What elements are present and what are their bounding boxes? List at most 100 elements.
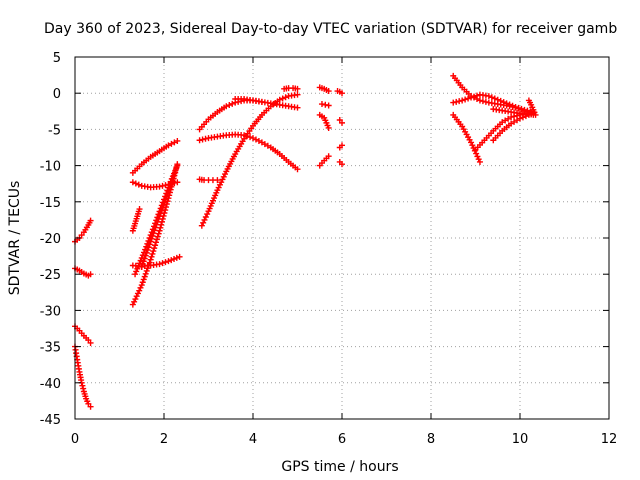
data-point-marker <box>150 248 157 255</box>
data-point-marker <box>171 172 178 179</box>
series-18 <box>318 101 332 109</box>
data-point-marker <box>322 101 329 108</box>
data-point-marker <box>143 249 150 256</box>
data-point-marker <box>174 137 181 144</box>
data-point-marker <box>450 99 457 106</box>
y-tick-label: -45 <box>40 413 61 428</box>
data-point-marker <box>129 179 136 186</box>
data-point-marker <box>156 261 163 268</box>
data-point-marker <box>494 96 501 103</box>
data-point-marker <box>87 217 94 224</box>
data-point-marker <box>140 276 147 283</box>
data-point-marker <box>147 238 154 245</box>
data-point-marker <box>282 94 289 101</box>
data-point-marker <box>339 142 345 149</box>
data-point-marker <box>152 239 159 246</box>
data-point-marker <box>488 94 495 101</box>
data-point-marker <box>140 258 147 265</box>
y-tick-label: -10 <box>40 160 61 175</box>
data-point-marker <box>512 103 519 110</box>
x-tick-label: 2 <box>160 432 168 447</box>
data-point-marker <box>474 153 481 160</box>
data-point-marker <box>171 255 178 262</box>
data-point-marker <box>503 100 510 107</box>
y-tick-label: -15 <box>40 196 61 211</box>
data-point-marker <box>294 91 301 98</box>
data-point-marker <box>164 190 171 197</box>
data-point-marker <box>276 96 283 103</box>
data-point-marker <box>158 207 165 214</box>
data-point-marker <box>131 298 138 305</box>
data-point-marker <box>135 263 142 270</box>
data-point-marker <box>141 255 148 262</box>
data-point-marker <box>176 253 183 260</box>
data-point-marker <box>146 259 153 266</box>
data-point-marker <box>339 90 345 97</box>
series-19 <box>316 111 332 131</box>
data-point-marker <box>151 227 158 234</box>
data-point-marker <box>160 202 167 209</box>
y-tick-label: -40 <box>40 377 61 392</box>
data-point-marker <box>143 267 150 274</box>
data-point-marker <box>139 279 146 286</box>
data-point-marker <box>141 273 148 280</box>
x-tick-label: 10 <box>512 432 529 447</box>
data-point-marker <box>150 230 157 237</box>
data-point-marker <box>87 403 94 410</box>
data-point-marker <box>148 253 155 260</box>
series-24 <box>336 158 345 168</box>
data-point-marker <box>468 139 475 146</box>
data-point-marker <box>139 261 146 268</box>
data-point-marker <box>196 137 203 144</box>
axis-ticks: 0 2 4 6 8 10 12 5 0 -5 -10 -15 -20 -25 -30 -35 -40 -45 <box>40 51 618 447</box>
data-point-marker <box>149 232 156 239</box>
data-point-marker <box>294 166 301 173</box>
data-point-marker <box>476 97 483 104</box>
series-22 <box>336 116 345 126</box>
data-point-marker <box>482 98 489 105</box>
data-point-marker <box>166 184 173 191</box>
data-point-marker <box>155 216 162 223</box>
data-point-marker <box>87 339 94 346</box>
series-3 <box>72 343 94 410</box>
plot-frame <box>74 56 610 420</box>
data-point-marker <box>167 181 174 188</box>
x-tick-label: 12 <box>601 432 618 447</box>
data-point-marker <box>521 106 528 113</box>
data-point-marker <box>508 114 515 121</box>
data-point-marker <box>318 101 325 108</box>
data-point-marker <box>153 236 160 243</box>
series-20 <box>316 153 332 169</box>
data-point-marker <box>133 268 140 275</box>
data-point-marker <box>138 263 145 270</box>
data-point-marker <box>144 247 151 254</box>
data-point-marker <box>471 93 478 100</box>
y-tick-label: 5 <box>53 51 61 66</box>
series-11 <box>196 176 221 184</box>
series-13 <box>196 131 301 173</box>
data-point-marker <box>168 257 175 264</box>
chart-title: Day 360 of 2023, Sidereal Day-to-day VTE… <box>44 21 617 37</box>
data-point-marker <box>325 124 332 131</box>
data-point-marker <box>132 180 139 187</box>
data-point-marker <box>223 103 230 110</box>
data-point-marker <box>136 260 143 267</box>
data-point-marker <box>456 98 463 105</box>
series-10 <box>138 169 179 270</box>
data-point-marker <box>279 95 286 102</box>
data-point-marker <box>144 265 151 272</box>
data-point-marker <box>532 111 539 118</box>
data-point-marker <box>174 179 181 186</box>
y-tick-label: -30 <box>40 304 61 319</box>
data-point-marker <box>155 230 162 237</box>
data-point-marker <box>169 175 176 182</box>
data-point-marker <box>247 134 254 141</box>
data-point-marker <box>465 95 472 102</box>
data-point-marker <box>154 233 161 240</box>
data-point-marker <box>226 102 233 109</box>
y-tick-label: -20 <box>40 232 61 247</box>
series-14 <box>198 91 301 229</box>
y-tick-label: -35 <box>40 341 61 356</box>
data-point-marker <box>173 254 180 261</box>
